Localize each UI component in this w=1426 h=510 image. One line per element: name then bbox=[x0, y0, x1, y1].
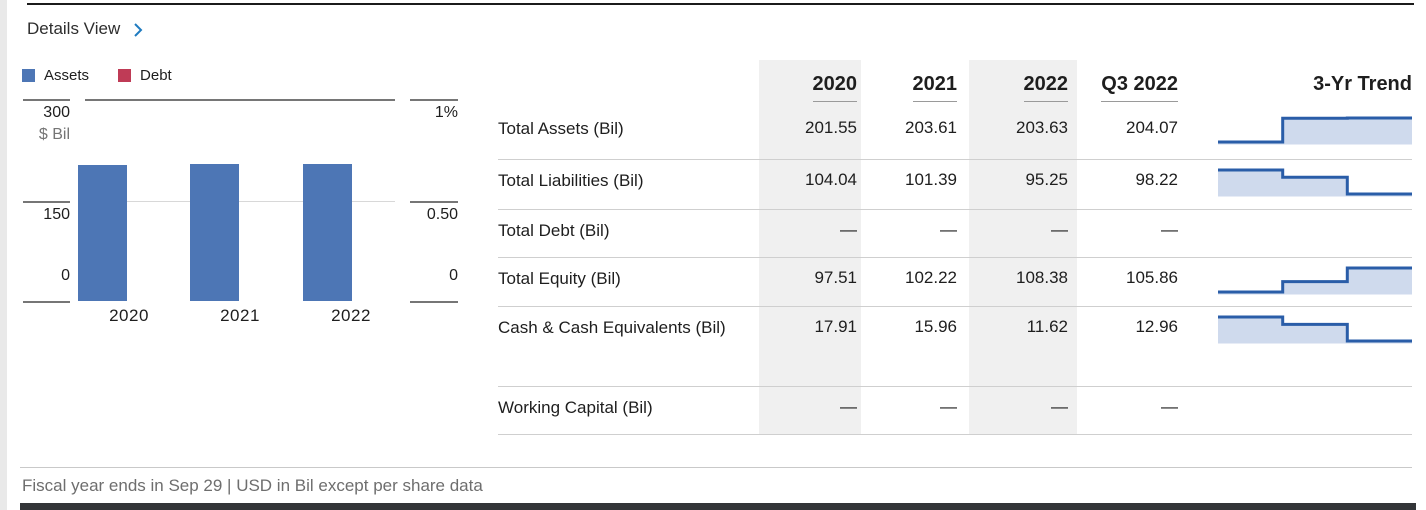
top-divider bbox=[27, 3, 1414, 5]
row-label: Total Assets (Bil) bbox=[498, 119, 624, 138]
trend-sparkline bbox=[1187, 258, 1412, 306]
col-header-2020: 2020 bbox=[759, 60, 861, 108]
left-tick-top bbox=[23, 99, 70, 101]
col-header-q3-2022-label: Q3 2022 bbox=[1101, 73, 1178, 102]
cell-2022: 108.38 bbox=[969, 258, 1077, 306]
cell-2022: 203.63 bbox=[969, 108, 1077, 159]
row-label: Total Equity (Bil) bbox=[498, 269, 621, 288]
cell-2021: — bbox=[940, 220, 957, 239]
table-row-total-liabilities: Total Liabilities (Bil) 104.04 101.39 95… bbox=[498, 160, 1412, 210]
table-row-total-equity: Total Equity (Bil) 97.51 102.22 108.38 1… bbox=[498, 258, 1412, 307]
header-spacer bbox=[498, 60, 759, 108]
assets-debt-bar-chart: 300 $ Bil 150 0 1% 0.50 0 2020 2021 2022 bbox=[22, 95, 462, 335]
cell-2021: 102.22 bbox=[905, 268, 957, 287]
trend-sparkline bbox=[1187, 108, 1412, 159]
y-axis-label-150: 150 bbox=[43, 206, 70, 223]
col-header-2022: 2022 bbox=[969, 60, 1077, 108]
y-axis-label-0: 0 bbox=[61, 267, 70, 284]
legend-label-debt: Debt bbox=[140, 67, 172, 84]
trend-sparkline bbox=[1187, 160, 1412, 209]
cell-2020: 97.51 bbox=[759, 258, 861, 306]
details-view-label: Details View bbox=[27, 19, 121, 38]
right-tick-mid bbox=[410, 201, 458, 203]
col-header-q3-2022: Q3 2022 bbox=[1077, 60, 1187, 108]
cell-q3-2022: 12.96 bbox=[1135, 317, 1178, 336]
assets-bar-2022 bbox=[303, 164, 352, 301]
cell-2020: 201.55 bbox=[759, 108, 861, 159]
table-row-working-capital: Working Capital (Bil) — — — — bbox=[498, 387, 1412, 435]
row-label: Working Capital (Bil) bbox=[498, 398, 653, 417]
row-label: Total Debt (Bil) bbox=[498, 221, 610, 240]
sparkline-chart bbox=[1218, 115, 1412, 149]
cell-2022: 11.62 bbox=[969, 307, 1077, 386]
balance-sheet-table: 2020 2021 2022 Q3 2022 3-Yr Trend Total … bbox=[498, 60, 1412, 435]
table-row-total-debt: Total Debt (Bil) — — — — bbox=[498, 210, 1412, 258]
col-header-2021: 2021 bbox=[861, 60, 969, 108]
cell-2021: — bbox=[940, 397, 957, 416]
right-axis-label-1pct: 1% bbox=[434, 104, 458, 121]
col-header-2022-label: 2022 bbox=[1023, 73, 1068, 102]
table-row-total-assets: Total Assets (Bil) 201.55 203.61 203.63 … bbox=[498, 108, 1412, 160]
col-header-3yr-trend: 3-Yr Trend bbox=[1313, 73, 1412, 95]
cell-q3-2022: — bbox=[1161, 397, 1178, 416]
cell-2021: 203.61 bbox=[905, 118, 957, 137]
x-axis-label-2021: 2021 bbox=[220, 306, 260, 325]
sparkline-chart bbox=[1218, 314, 1412, 348]
left-tick-bottom bbox=[23, 301, 70, 303]
sparkline-chart bbox=[1218, 265, 1412, 299]
x-axis-label-2020: 2020 bbox=[109, 306, 149, 325]
right-axis-label-0: 0 bbox=[449, 267, 458, 284]
legend-label-assets: Assets bbox=[44, 67, 90, 84]
assets-bar-2021 bbox=[190, 164, 239, 301]
table-header-row: 2020 2021 2022 Q3 2022 3-Yr Trend bbox=[498, 60, 1412, 108]
col-header-2021-label: 2021 bbox=[912, 73, 957, 102]
trend-sparkline bbox=[1187, 387, 1412, 434]
cell-2020: 17.91 bbox=[759, 307, 861, 386]
details-view-link[interactable]: Details View bbox=[27, 19, 143, 39]
trend-sparkline bbox=[1187, 307, 1412, 386]
cell-2020: 104.04 bbox=[759, 160, 861, 209]
chevron-right-icon bbox=[133, 21, 143, 38]
y-axis-label-300: 300 bbox=[43, 104, 70, 121]
fiscal-year-note: Fiscal year ends in Sep 29 | USD in Bil … bbox=[22, 476, 483, 495]
right-tick-bottom bbox=[410, 301, 458, 303]
cell-2020: — bbox=[759, 387, 861, 434]
cell-2022: 95.25 bbox=[969, 160, 1077, 209]
bottom-bar bbox=[20, 503, 1416, 510]
plot-top-border bbox=[85, 99, 395, 101]
sparkline-chart bbox=[1218, 167, 1412, 201]
legend-item-assets: Assets bbox=[22, 67, 89, 84]
y-axis-unit-label: $ Bil bbox=[38, 126, 70, 143]
left-tick-mid bbox=[23, 201, 70, 203]
trend-sparkline bbox=[1187, 210, 1412, 257]
cell-q3-2022: 204.07 bbox=[1126, 118, 1178, 137]
footer-divider bbox=[20, 467, 1412, 468]
col-header-2020-label: 2020 bbox=[812, 73, 857, 102]
right-tick-top bbox=[410, 99, 458, 101]
cell-2020: — bbox=[759, 210, 861, 257]
row-label: Total Liabilities (Bil) bbox=[498, 171, 644, 190]
right-axis-label-050: 0.50 bbox=[426, 206, 458, 223]
legend-item-debt: Debt bbox=[118, 67, 172, 84]
cell-2021: 15.96 bbox=[914, 317, 957, 336]
page-edge-strip bbox=[0, 0, 7, 510]
cell-q3-2022: 98.22 bbox=[1135, 170, 1178, 189]
mid-gridline bbox=[85, 201, 395, 202]
cell-q3-2022: — bbox=[1161, 220, 1178, 239]
cell-2021: 101.39 bbox=[905, 170, 957, 189]
table-row-cash-equivalents: Cash & Cash Equivalents (Bil) 17.91 15.9… bbox=[498, 307, 1412, 387]
assets-swatch-icon bbox=[22, 69, 35, 82]
row-label: Cash & Cash Equivalents (Bil) bbox=[498, 318, 726, 337]
chart-legend: Assets Debt bbox=[22, 67, 172, 84]
cell-2022: — bbox=[969, 387, 1077, 434]
cell-2022: — bbox=[969, 210, 1077, 257]
debt-swatch-icon bbox=[118, 69, 132, 82]
assets-bar-2020 bbox=[78, 165, 127, 301]
cell-q3-2022: 105.86 bbox=[1126, 268, 1178, 287]
x-axis-label-2022: 2022 bbox=[331, 306, 371, 325]
